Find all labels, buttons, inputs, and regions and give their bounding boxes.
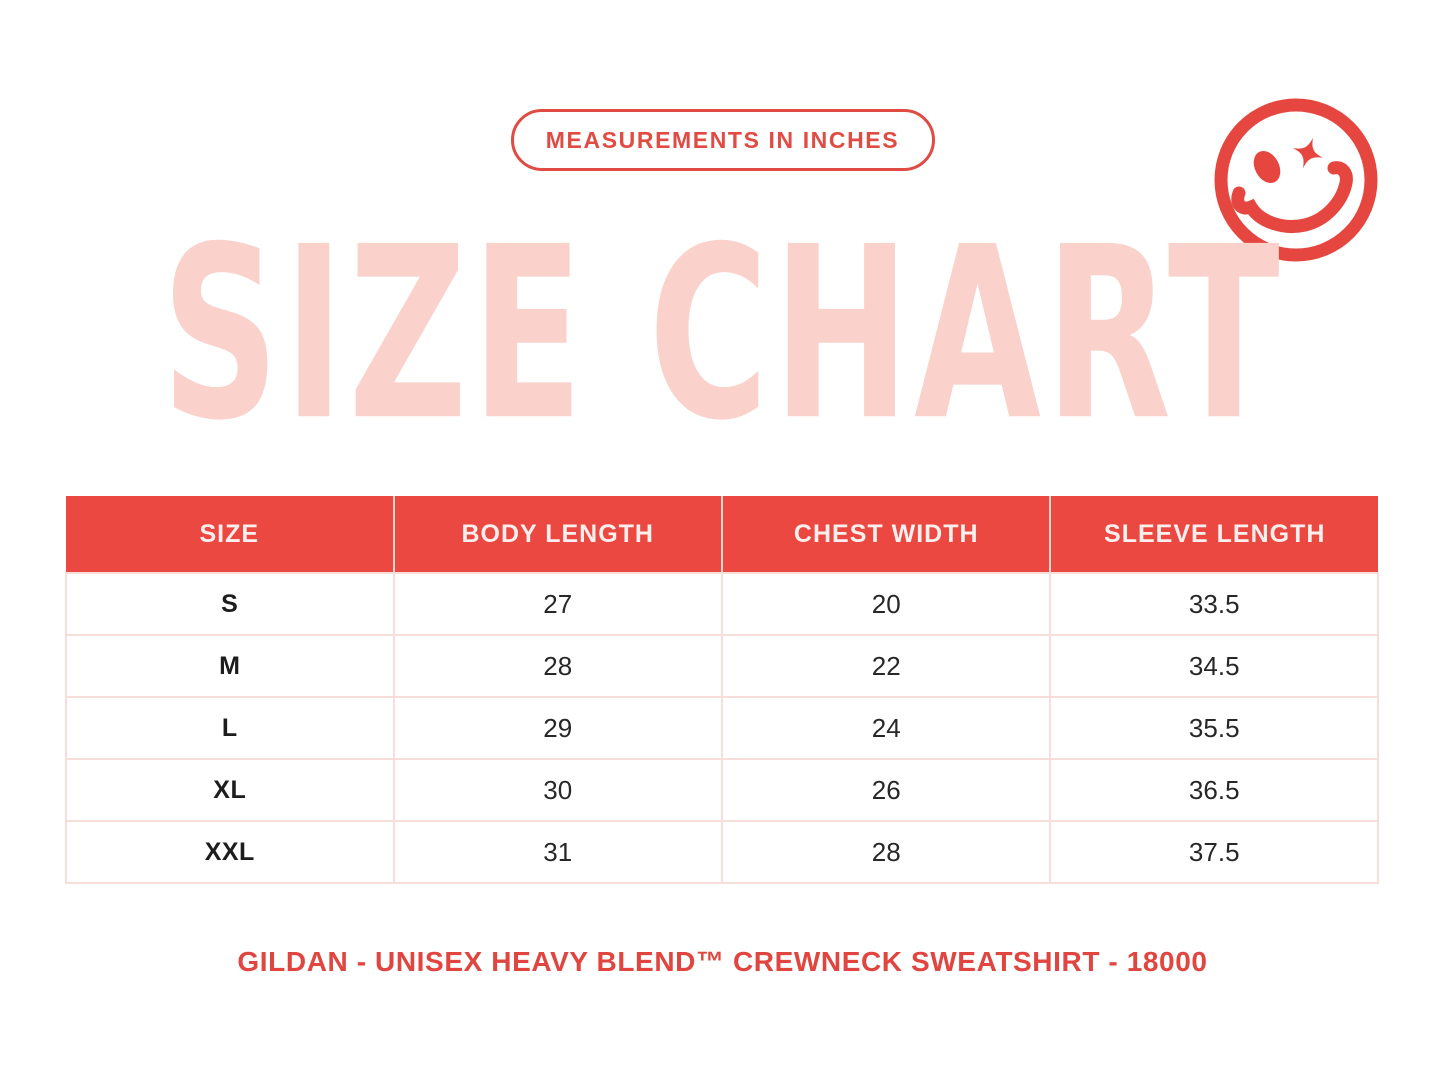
sleeve-length-cell: 37.5 bbox=[1049, 820, 1379, 884]
size-cell: S bbox=[65, 572, 395, 636]
smiley-left-eye bbox=[1253, 150, 1281, 184]
chest-width-cell: 24 bbox=[720, 696, 1052, 760]
body-length-cell: 27 bbox=[392, 572, 723, 636]
body-length-cell: 30 bbox=[392, 758, 723, 822]
chest-width-cell: 26 bbox=[720, 758, 1052, 822]
smiley-smile bbox=[1231, 161, 1353, 233]
column-header-size: SIZE bbox=[66, 496, 394, 574]
size-table: SIZE BODY LENGTH CHEST WIDTH SLEEVE LENG… bbox=[65, 496, 1379, 884]
sleeve-length-cell: 33.5 bbox=[1049, 572, 1379, 636]
table-row-s: S 27 20 33.5 bbox=[65, 572, 1379, 636]
size-cell: XL bbox=[65, 758, 395, 822]
measurements-badge-label: MEASUREMENTS IN INCHES bbox=[545, 126, 900, 153]
chest-width-cell: 28 bbox=[720, 820, 1052, 884]
table-row-l: L 29 24 35.5 bbox=[65, 696, 1379, 760]
chest-width-cell: 22 bbox=[720, 634, 1052, 698]
column-header-chest-width: CHEST WIDTH bbox=[720, 496, 1051, 574]
size-cell: L bbox=[65, 696, 395, 760]
table-row-m: M 28 22 34.5 bbox=[65, 634, 1379, 698]
column-header-body-length: BODY LENGTH bbox=[392, 496, 722, 574]
chest-width-cell: 20 bbox=[720, 572, 1052, 636]
winking-smiley-icon bbox=[1214, 98, 1378, 262]
column-header-sleeve-length: SLEEVE LENGTH bbox=[1049, 496, 1378, 574]
table-header-row: SIZE BODY LENGTH CHEST WIDTH SLEEVE LENG… bbox=[66, 496, 1378, 574]
sleeve-length-cell: 35.5 bbox=[1049, 696, 1379, 760]
sleeve-length-cell: 36.5 bbox=[1049, 758, 1379, 822]
measurements-badge: MEASUREMENTS IN INCHES bbox=[510, 109, 935, 171]
smiley-sparkle-eye bbox=[1292, 137, 1324, 169]
size-cell: XXL bbox=[65, 820, 395, 884]
page-title: SIZE CHART bbox=[161, 195, 1284, 473]
smiley-face-outline bbox=[1214, 98, 1378, 262]
table-row-xl: XL 30 26 36.5 bbox=[65, 758, 1379, 822]
sleeve-length-cell: 34.5 bbox=[1049, 634, 1379, 698]
body-length-cell: 28 bbox=[392, 634, 723, 698]
table-row-xxl: XXL 31 28 37.5 bbox=[65, 820, 1379, 884]
body-length-cell: 31 bbox=[392, 820, 723, 884]
size-cell: M bbox=[65, 634, 395, 698]
body-length-cell: 29 bbox=[392, 696, 723, 760]
product-caption: GILDAN - UNISEX HEAVY BLEND™ CREWNECK SW… bbox=[237, 946, 1208, 977]
